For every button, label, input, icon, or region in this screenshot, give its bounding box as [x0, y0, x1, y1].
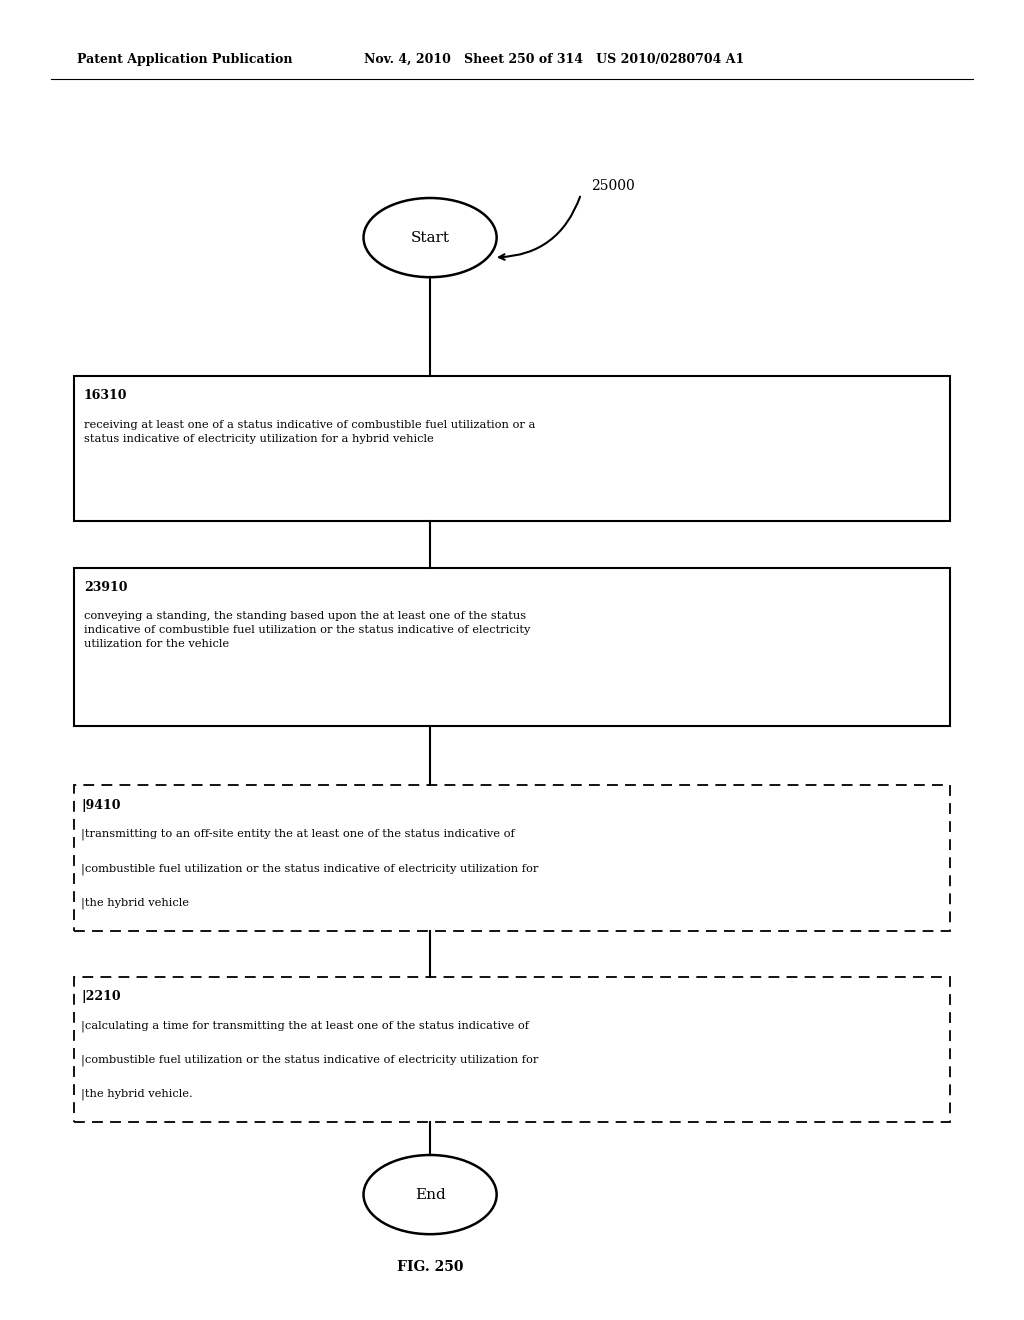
Text: |the hybrid vehicle: |the hybrid vehicle [81, 898, 188, 909]
Text: End: End [415, 1188, 445, 1201]
Bar [74, 977, 950, 1122]
Text: |the hybrid vehicle.: |the hybrid vehicle. [81, 1089, 193, 1101]
Text: |transmitting to an off-site entity the at least one of the status indicative of: |transmitting to an off-site entity the … [81, 829, 515, 841]
Bar [74, 376, 950, 521]
Text: conveying a standing, the standing based upon the at least one of the status
ind: conveying a standing, the standing based… [84, 611, 530, 649]
Text: Start: Start [411, 231, 450, 244]
Text: |calculating a time for transmitting the at least one of the status indicative o: |calculating a time for transmitting the… [81, 1020, 528, 1032]
Bar [74, 568, 950, 726]
Text: FIG. 250: FIG. 250 [397, 1261, 463, 1274]
Text: Patent Application Publication: Patent Application Publication [77, 53, 292, 66]
Text: 23910: 23910 [84, 581, 127, 594]
Text: receiving at least one of a status indicative of combustible fuel utilization or: receiving at least one of a status indic… [84, 420, 536, 444]
Text: Nov. 4, 2010   Sheet 250 of 314   US 2010/0280704 A1: Nov. 4, 2010 Sheet 250 of 314 US 2010/02… [364, 53, 743, 66]
Text: |combustible fuel utilization or the status indicative of electricity utilizatio: |combustible fuel utilization or the sta… [81, 863, 539, 875]
Text: 16310: 16310 [84, 389, 127, 403]
Text: |9410: |9410 [81, 799, 121, 812]
Bar [74, 785, 950, 931]
Text: |2210: |2210 [81, 990, 121, 1003]
Text: |combustible fuel utilization or the status indicative of electricity utilizatio: |combustible fuel utilization or the sta… [81, 1055, 539, 1067]
Text: 25000: 25000 [591, 180, 635, 193]
